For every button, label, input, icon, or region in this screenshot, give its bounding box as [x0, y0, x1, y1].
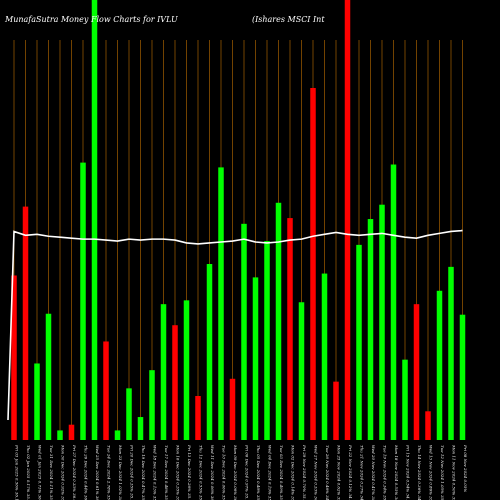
bar-7 — [80, 162, 86, 440]
x-tick-label: Mon 25 Nov 2024 0.62% 35.11 — [337, 444, 342, 500]
bar-2 — [22, 206, 29, 440]
bar-23 — [264, 241, 270, 440]
bar-31 — [356, 244, 362, 440]
x-tick-label: Mon 16 Dec 2024 0.35% 35.59 — [176, 444, 181, 500]
x-tick-label: Tue 31 Dec 2024 0.11% 35.77 — [49, 445, 54, 500]
x-tick-label: Wed 13 Nov 2024 0.86% 35.09 — [429, 445, 434, 500]
bar-33 — [379, 204, 385, 440]
x-tick-label: Tue 26 Nov 2024 0.46% 34.95 — [325, 445, 330, 500]
x-tick-label: Mon 02 Dec 2024 0.14% 35.13 — [291, 444, 296, 500]
x-tick-label: Thu 02 Jan 2025 0.17% 35.92 — [26, 445, 31, 500]
bar-17 — [195, 396, 201, 440]
bar-30 — [344, 0, 351, 440]
bar-29 — [333, 381, 339, 440]
bar-36 — [413, 304, 420, 440]
x-tick-label: Fri 29 Nov 2024 0.70% 35.08 — [302, 444, 307, 500]
x-tick-label: Wed 27 Nov 2024 0.33% 34.84 — [314, 445, 319, 500]
bar-38 — [436, 290, 443, 440]
bar-5 — [57, 430, 63, 440]
x-tick-label: Thu 21 Nov 2024 0.27% 34.85 — [360, 445, 365, 500]
bar-9 — [103, 341, 109, 440]
bar-24 — [275, 202, 282, 440]
bar-20 — [229, 378, 236, 440]
bar-1 — [11, 275, 17, 440]
bar-39 — [448, 266, 454, 440]
x-tick-label: Tue 19 Nov 2024 0.34% 35.09 — [383, 445, 388, 500]
bar-21 — [241, 223, 247, 440]
x-tick-label: Fri 08 Nov 2024 0.05% — [463, 444, 468, 492]
x-tick-label: Mon 18 Nov 2024 0.55% 34.97 — [394, 444, 399, 500]
bar-35 — [402, 359, 408, 440]
x-tick-label: Tue 17 Dec 2024 0.48% 35.42 — [164, 445, 169, 500]
x-tick-label: Wed 11 Dec 2024 0.06% 36.01 — [210, 445, 215, 500]
bar-13 — [149, 370, 155, 440]
bar-26 — [298, 302, 305, 440]
x-tick-label: Wed 20 Nov 2024 0.41% 34.95 — [371, 445, 376, 500]
bar-40 — [459, 314, 466, 440]
x-tick-label: Thu 19 Dec 2024 0.47% 35.30 — [141, 445, 146, 500]
chart-subtitle: (Ishares MSCI Int — [252, 15, 325, 24]
bar-22 — [252, 277, 259, 440]
bar-32 — [367, 219, 374, 440]
bar-18 — [206, 264, 213, 440]
bar-12 — [137, 417, 144, 440]
chart-title: MunafaSutra Money Flow Charts for IVLU — [4, 15, 178, 24]
x-tick-label: Fri 22 Nov 2024 0.12% 34.89 — [348, 444, 353, 500]
x-tick-label: Thu 26 Dec 2024 0.44% 36.18 — [84, 445, 89, 500]
money-flow-line — [7, 229, 463, 421]
x-tick-label: Mon 23 Dec 2024 1.02% 34.83 — [118, 444, 123, 500]
bar-14 — [160, 304, 167, 440]
x-tick-label: Fri 06 Dec 2024 0.97% 35.74 — [245, 444, 250, 500]
x-tick-label: Tue 24 Dec 2024 2.78% 35.80 — [107, 445, 112, 500]
bar-series — [11, 0, 466, 441]
x-tick-label: Wed 25 Dec 2024 0.61% 36.02 — [95, 445, 100, 500]
x-tick-label: Thu 14 Nov 2024 0.36% 34.97 — [417, 445, 422, 500]
bar-11 — [126, 388, 132, 440]
bar-16 — [183, 300, 190, 440]
bar-25 — [287, 218, 293, 440]
bar-19 — [218, 167, 224, 441]
x-tick-label: Mon 09 Dec 2024 0.06% 36.03 — [233, 444, 238, 500]
bar-3 — [34, 363, 40, 440]
bar-34 — [390, 164, 397, 441]
bar-37 — [425, 411, 431, 440]
bar-10 — [114, 430, 121, 440]
x-tick-label: Wed 01 Jan 2025 0.73% 36.03 — [38, 445, 43, 500]
x-tick-label: Fri 27 Dec 2024 0.33% 36.06 — [72, 444, 77, 500]
x-tick-label: Thu 12 Dec 2024 0.55% 35.81 — [199, 445, 204, 500]
x-tick-label: Tue 12 Nov 2024 1.05% 35.39 — [440, 445, 445, 500]
bar-4 — [45, 313, 52, 440]
bar-28 — [321, 273, 328, 440]
bar-15 — [172, 325, 178, 440]
x-tick-label: Fri 20 Dec 2024 0.35% 35.18 — [130, 444, 135, 500]
bar-8 — [91, 0, 98, 440]
x-tick-label: Fri 13 Dec 2024 0.26% 35.72 — [187, 444, 192, 500]
x-tick-label: Wed 18 Dec 2024 0.13% 35.47 — [153, 445, 158, 500]
x-tick-label: Tue 10 Dec 2024 0.06% 35.99 — [222, 445, 227, 500]
x-tick-label: Mon 11 Nov 2024 0.50% 35.76 — [452, 444, 457, 500]
x-tick-labels: Fri 03 Jan 2025 0.56% 36.13 (Mbs) Thu 02 … — [15, 444, 469, 500]
x-tick-label: Thu 05 Dec 2024 0.48% 35.40 — [256, 445, 261, 500]
x-tick-label: Fri 03 Jan 2025 0.56% 36.13 (Mbs) — [15, 444, 20, 500]
x-tick-label: Fri 15 Nov 2024 0.54% 34.78 — [406, 444, 411, 500]
bar-27 — [310, 88, 316, 440]
bar-6 — [68, 424, 75, 440]
x-tick-label: Tue 03 Dec 2024 0.49% 35.30 — [279, 445, 284, 500]
x-tick-label: Mon 30 Dec 2024 0.92% 35.73 — [61, 444, 66, 500]
x-tick-label: Wed 04 Dec 2024 0.19% 35.23 — [268, 445, 273, 500]
